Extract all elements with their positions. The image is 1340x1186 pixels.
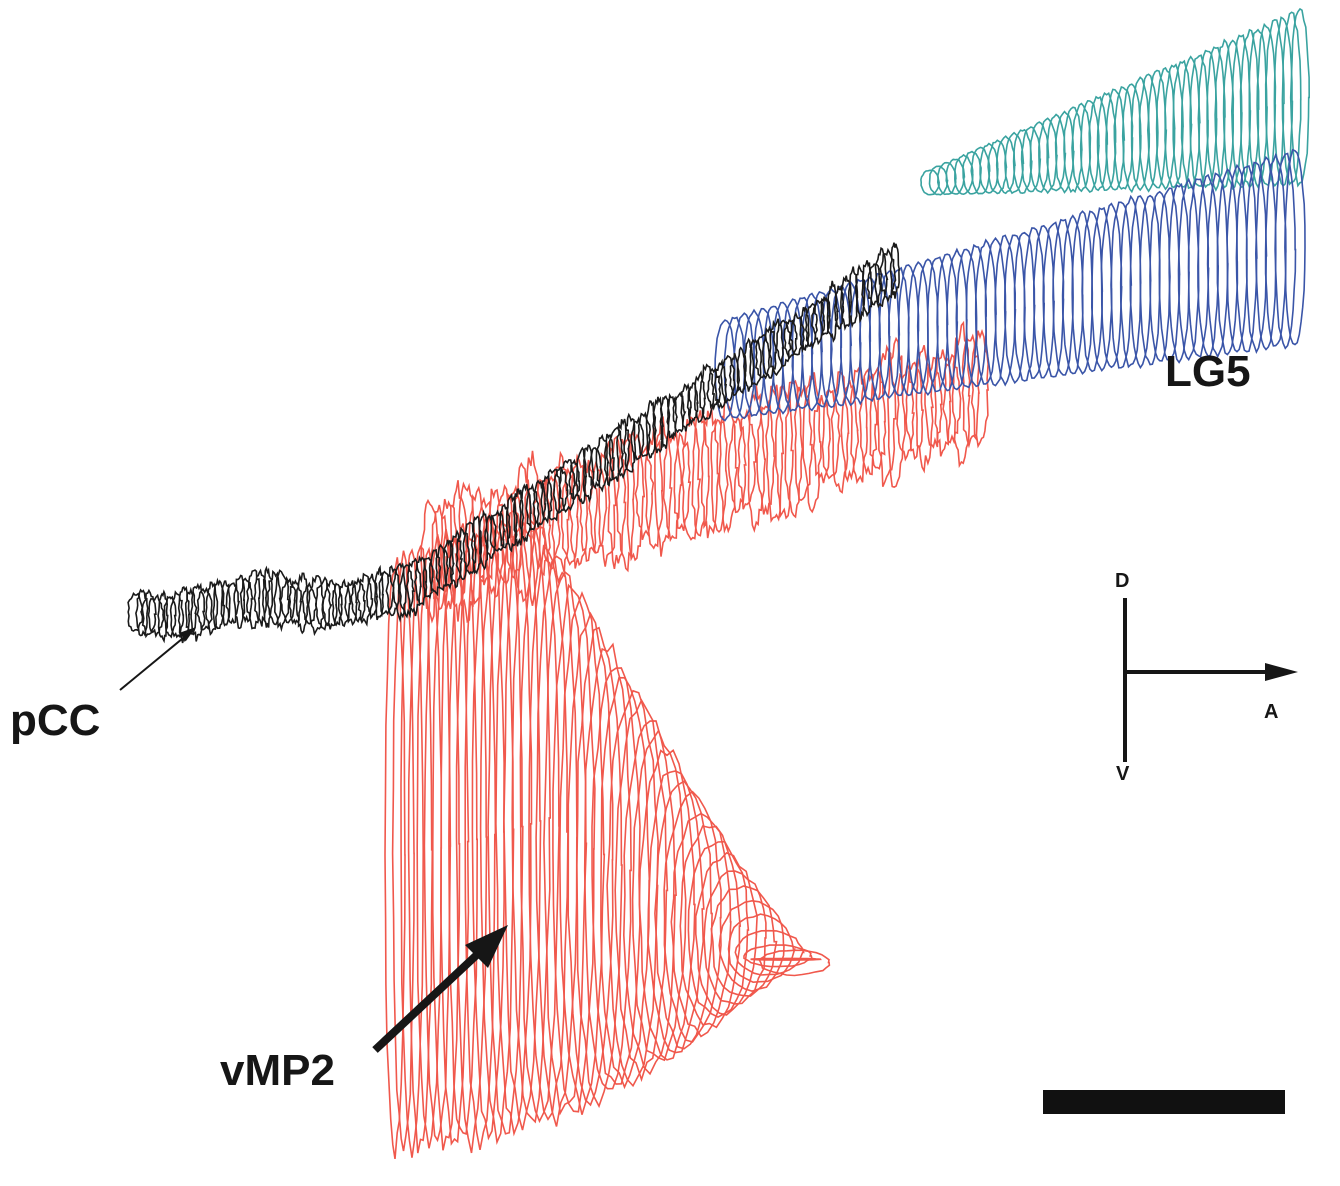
lg5-label: LG5 [1165,347,1251,396]
scale-bar [1043,1090,1285,1114]
dorsal-label: D [1115,570,1129,592]
vmp2-label: vMP2 [220,1046,335,1095]
figure: pCC vMP2 LG5 D V A [0,0,1340,1186]
pcc-label: pCC [10,696,100,745]
anterior-label: A [1264,701,1278,723]
ventral-label: V [1116,763,1130,785]
